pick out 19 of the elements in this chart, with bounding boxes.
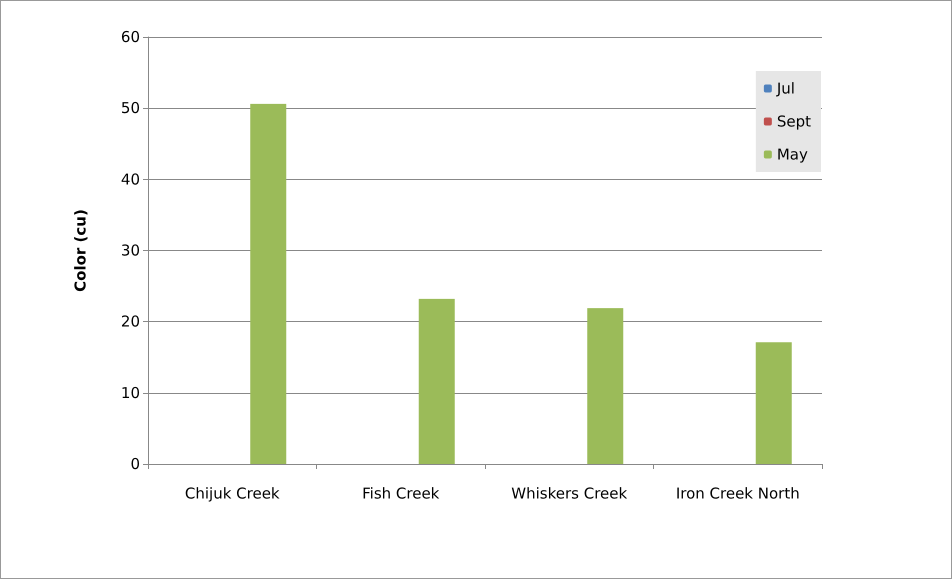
y-tick-label: 0 <box>130 455 140 473</box>
bar <box>587 308 624 464</box>
x-tick-label: Whiskers Creek <box>511 484 628 502</box>
bar <box>250 104 286 464</box>
y-tick-label: 10 <box>120 384 140 402</box>
x-tick-label: Chijuk Creek <box>184 484 280 502</box>
x-tick-label: Iron Creek North <box>676 484 800 502</box>
legend-label: Jul <box>776 80 795 98</box>
bar <box>756 342 792 464</box>
legend-label: May <box>776 146 808 164</box>
y-tick-label: 40 <box>120 170 140 188</box>
y-tick-label: 50 <box>120 99 140 118</box>
y-tick-label: 30 <box>120 242 140 260</box>
y-axis-title: Color (cu) <box>72 209 90 292</box>
legend-label: Sept <box>776 112 812 130</box>
x-tick-label: Fish Creek <box>362 484 440 502</box>
y-tick-label: 60 <box>120 28 140 46</box>
y-tick-label: 20 <box>120 312 140 331</box>
bar <box>418 298 455 464</box>
